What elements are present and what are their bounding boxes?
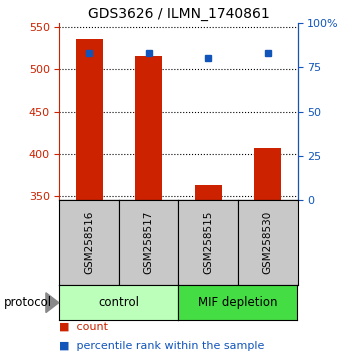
Text: GSM258515: GSM258515 [203, 211, 213, 274]
Text: ■  count: ■ count [59, 321, 108, 331]
Text: GSM258517: GSM258517 [144, 211, 154, 274]
Text: control: control [99, 296, 139, 309]
Bar [195, 185, 222, 200]
Text: GSM258530: GSM258530 [263, 211, 273, 274]
Bar [135, 56, 162, 200]
Text: ■  percentile rank within the sample: ■ percentile rank within the sample [59, 341, 265, 351]
Text: GSM258516: GSM258516 [84, 211, 94, 274]
Text: protocol: protocol [3, 296, 52, 309]
Polygon shape [46, 293, 59, 313]
Bar [76, 39, 103, 200]
Title: GDS3626 / ILMN_1740861: GDS3626 / ILMN_1740861 [88, 7, 269, 21]
Text: MIF depletion: MIF depletion [198, 296, 278, 309]
Bar [254, 148, 281, 200]
